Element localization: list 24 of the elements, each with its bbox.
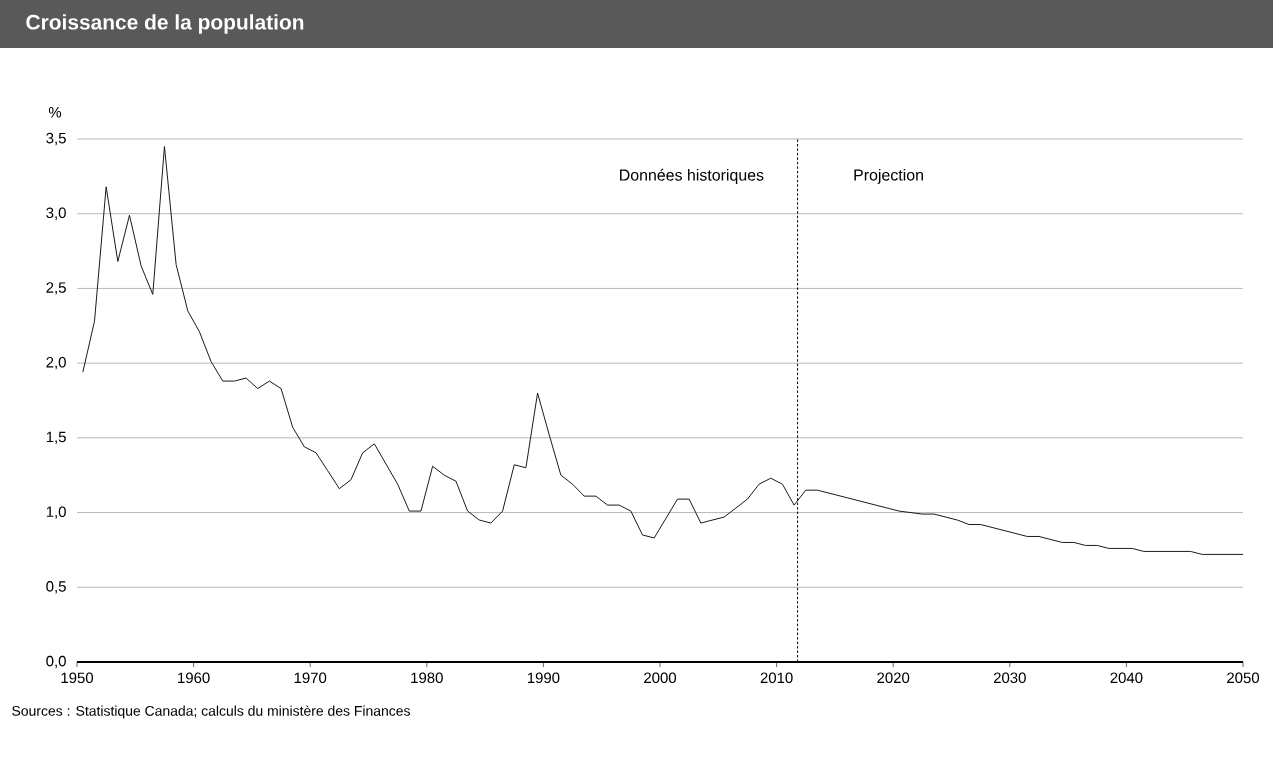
source-note: Sources : Statistique Canada; calculs du ministère des Finances bbox=[12, 705, 410, 719]
y-tick-label: 3,0 bbox=[46, 207, 66, 220]
x-tick-label: 2030 bbox=[993, 672, 1026, 684]
y-tick-label: 0,5 bbox=[46, 581, 66, 594]
x-tick-label: 2040 bbox=[1110, 672, 1143, 684]
y-tick-label: 1,5 bbox=[46, 431, 66, 444]
x-tick-label: 2000 bbox=[644, 672, 677, 684]
y-axis-title: % bbox=[48, 107, 62, 118]
chart-title: Croissance de la population bbox=[26, 14, 304, 34]
x-tick-label: 2050 bbox=[1227, 672, 1260, 684]
y-tick-label: 3,5 bbox=[46, 132, 66, 146]
y-tick-label: 0,0 bbox=[46, 655, 66, 669]
x-tick-label: 1950 bbox=[61, 672, 94, 684]
annotation: Projection bbox=[854, 168, 923, 184]
y-tick-label: 2,5 bbox=[46, 282, 66, 295]
y-tick-label: 2,0 bbox=[46, 356, 66, 370]
y-tick-label: 1,0 bbox=[46, 506, 66, 519]
x-tick-label: 1980 bbox=[411, 672, 443, 684]
x-tick-label: 1970 bbox=[294, 672, 327, 684]
x-tick-label: 2020 bbox=[877, 672, 910, 684]
x-tick-label: 1960 bbox=[178, 672, 210, 684]
x-tick-label: 1990 bbox=[527, 672, 560, 684]
x-tick-label: 2010 bbox=[760, 672, 793, 684]
annotation: Données historiques bbox=[620, 168, 764, 184]
